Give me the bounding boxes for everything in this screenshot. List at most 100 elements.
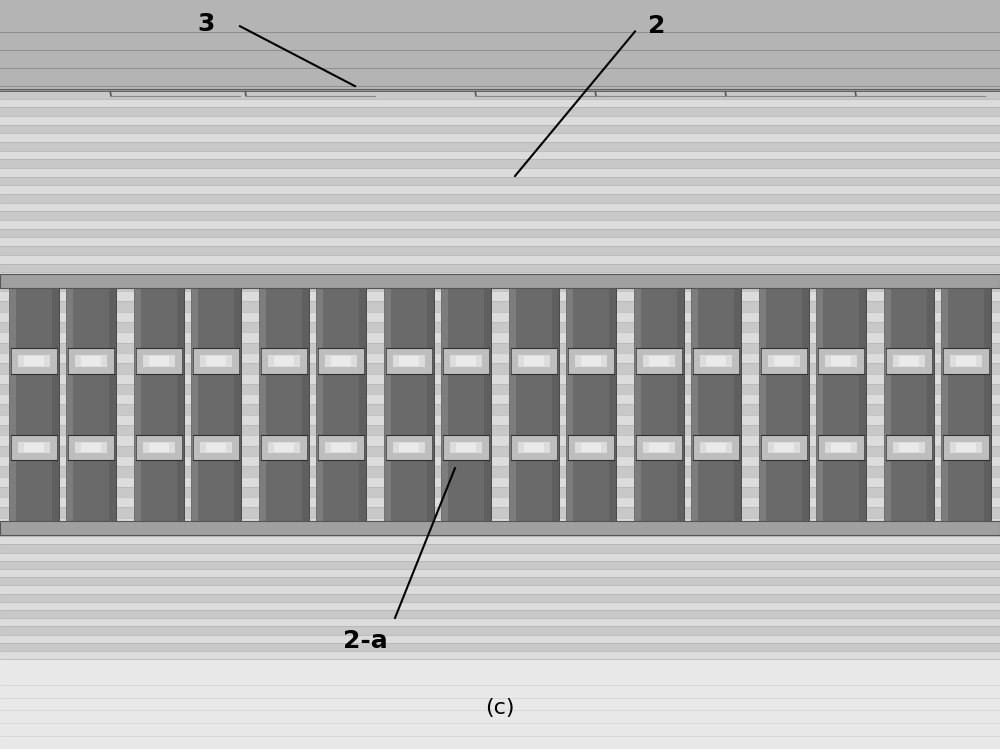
Bar — [0, 626, 1000, 634]
Bar — [0, 508, 1000, 518]
Bar — [399, 357, 419, 366]
Bar — [81, 443, 101, 452]
Bar — [886, 435, 932, 461]
Bar — [191, 277, 241, 288]
Bar — [11, 348, 57, 374]
Bar — [941, 277, 991, 532]
Bar — [0, 160, 1000, 168]
Bar — [68, 435, 114, 461]
Bar — [0, 553, 1000, 561]
Bar — [52, 277, 59, 532]
Bar — [393, 355, 425, 367]
Bar — [450, 355, 482, 367]
Bar — [0, 651, 1000, 659]
Bar — [66, 277, 116, 288]
Bar — [0, 194, 1000, 203]
Bar — [66, 277, 116, 532]
Bar — [816, 277, 823, 532]
Bar — [441, 277, 491, 288]
Bar — [706, 357, 726, 366]
Bar — [816, 277, 866, 532]
Bar — [893, 355, 925, 367]
Bar — [393, 442, 425, 453]
Bar — [950, 355, 982, 367]
Bar — [693, 435, 739, 461]
Bar — [0, 322, 1000, 333]
Bar — [261, 435, 307, 461]
Bar — [0, 518, 1000, 528]
Bar — [0, 99, 1000, 107]
Bar — [693, 348, 739, 374]
Bar — [149, 443, 169, 452]
Bar — [0, 107, 1000, 116]
Bar — [0, 342, 1000, 353]
Bar — [318, 435, 364, 461]
Bar — [677, 277, 684, 532]
Bar — [774, 443, 794, 452]
Bar — [0, 374, 1000, 383]
Bar — [143, 355, 175, 367]
Bar — [399, 443, 419, 452]
Bar — [259, 277, 309, 532]
Bar — [325, 442, 357, 453]
Bar — [575, 442, 607, 453]
Bar — [0, 618, 1000, 626]
Bar — [441, 277, 491, 532]
Bar — [0, 220, 1000, 228]
Bar — [0, 237, 1000, 246]
Bar — [759, 277, 766, 532]
Bar — [0, 446, 1000, 456]
Bar — [0, 634, 1000, 643]
Bar — [136, 435, 182, 461]
Bar — [524, 443, 544, 452]
Bar — [774, 357, 794, 366]
Bar — [427, 277, 434, 532]
Bar — [700, 355, 732, 367]
Bar — [609, 277, 616, 532]
Bar — [0, 177, 1000, 186]
Bar — [325, 355, 357, 367]
Text: 2-a: 2-a — [343, 629, 387, 653]
Bar — [691, 277, 741, 532]
Bar — [191, 277, 241, 532]
Bar — [566, 277, 573, 532]
Bar — [24, 357, 44, 366]
Bar — [0, 264, 1000, 272]
Bar — [0, 561, 1000, 569]
Bar — [759, 277, 809, 288]
Bar — [0, 610, 1000, 618]
Bar — [484, 277, 491, 532]
Bar — [0, 0, 1000, 90]
Bar — [268, 355, 300, 367]
Bar — [950, 442, 982, 453]
Bar — [302, 277, 309, 532]
Bar — [634, 277, 641, 532]
Bar — [825, 442, 857, 453]
Bar — [0, 142, 1000, 151]
Bar — [884, 277, 934, 288]
Bar — [893, 442, 925, 453]
Bar — [509, 277, 559, 288]
Bar — [0, 301, 1000, 312]
Bar — [899, 443, 919, 452]
Bar — [691, 277, 741, 288]
Bar — [634, 277, 684, 532]
Bar — [259, 277, 266, 532]
Bar — [0, 281, 1000, 528]
Bar — [649, 357, 669, 366]
Bar — [0, 185, 1000, 194]
Bar — [0, 211, 1000, 220]
Bar — [768, 442, 800, 453]
Bar — [0, 404, 1000, 415]
Bar — [109, 277, 116, 532]
Bar — [927, 277, 934, 532]
Bar — [816, 277, 866, 288]
Bar — [274, 443, 294, 452]
Bar — [0, 456, 1000, 466]
Bar — [636, 348, 682, 374]
Bar — [193, 435, 239, 461]
Bar — [177, 277, 184, 532]
Bar — [941, 277, 991, 288]
Bar — [450, 442, 482, 453]
Bar — [734, 277, 741, 532]
